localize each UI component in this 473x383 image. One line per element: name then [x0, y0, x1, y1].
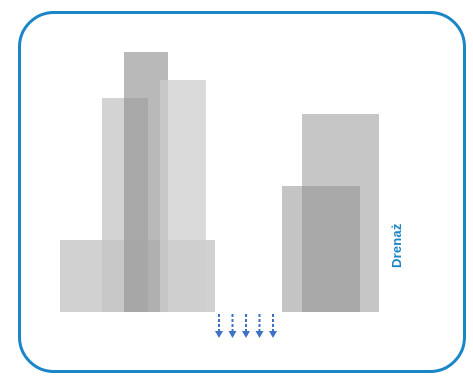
down-arrow-icon	[242, 314, 250, 338]
down-arrow-icon	[269, 314, 277, 338]
left-inner-shade	[124, 98, 148, 312]
down-arrow-icon	[255, 314, 264, 338]
drainage-label: Drenaż	[389, 223, 404, 268]
right-building-group	[282, 114, 379, 312]
right-overlap-shade	[302, 186, 360, 312]
down-arrow-icon	[215, 314, 223, 338]
down-arrow-icon	[228, 314, 237, 338]
drainage-arrows	[215, 314, 277, 338]
right-front-block	[282, 186, 360, 312]
left-building-group	[60, 52, 215, 312]
left-tower-2	[160, 80, 206, 312]
diagram-frame	[18, 11, 466, 373]
